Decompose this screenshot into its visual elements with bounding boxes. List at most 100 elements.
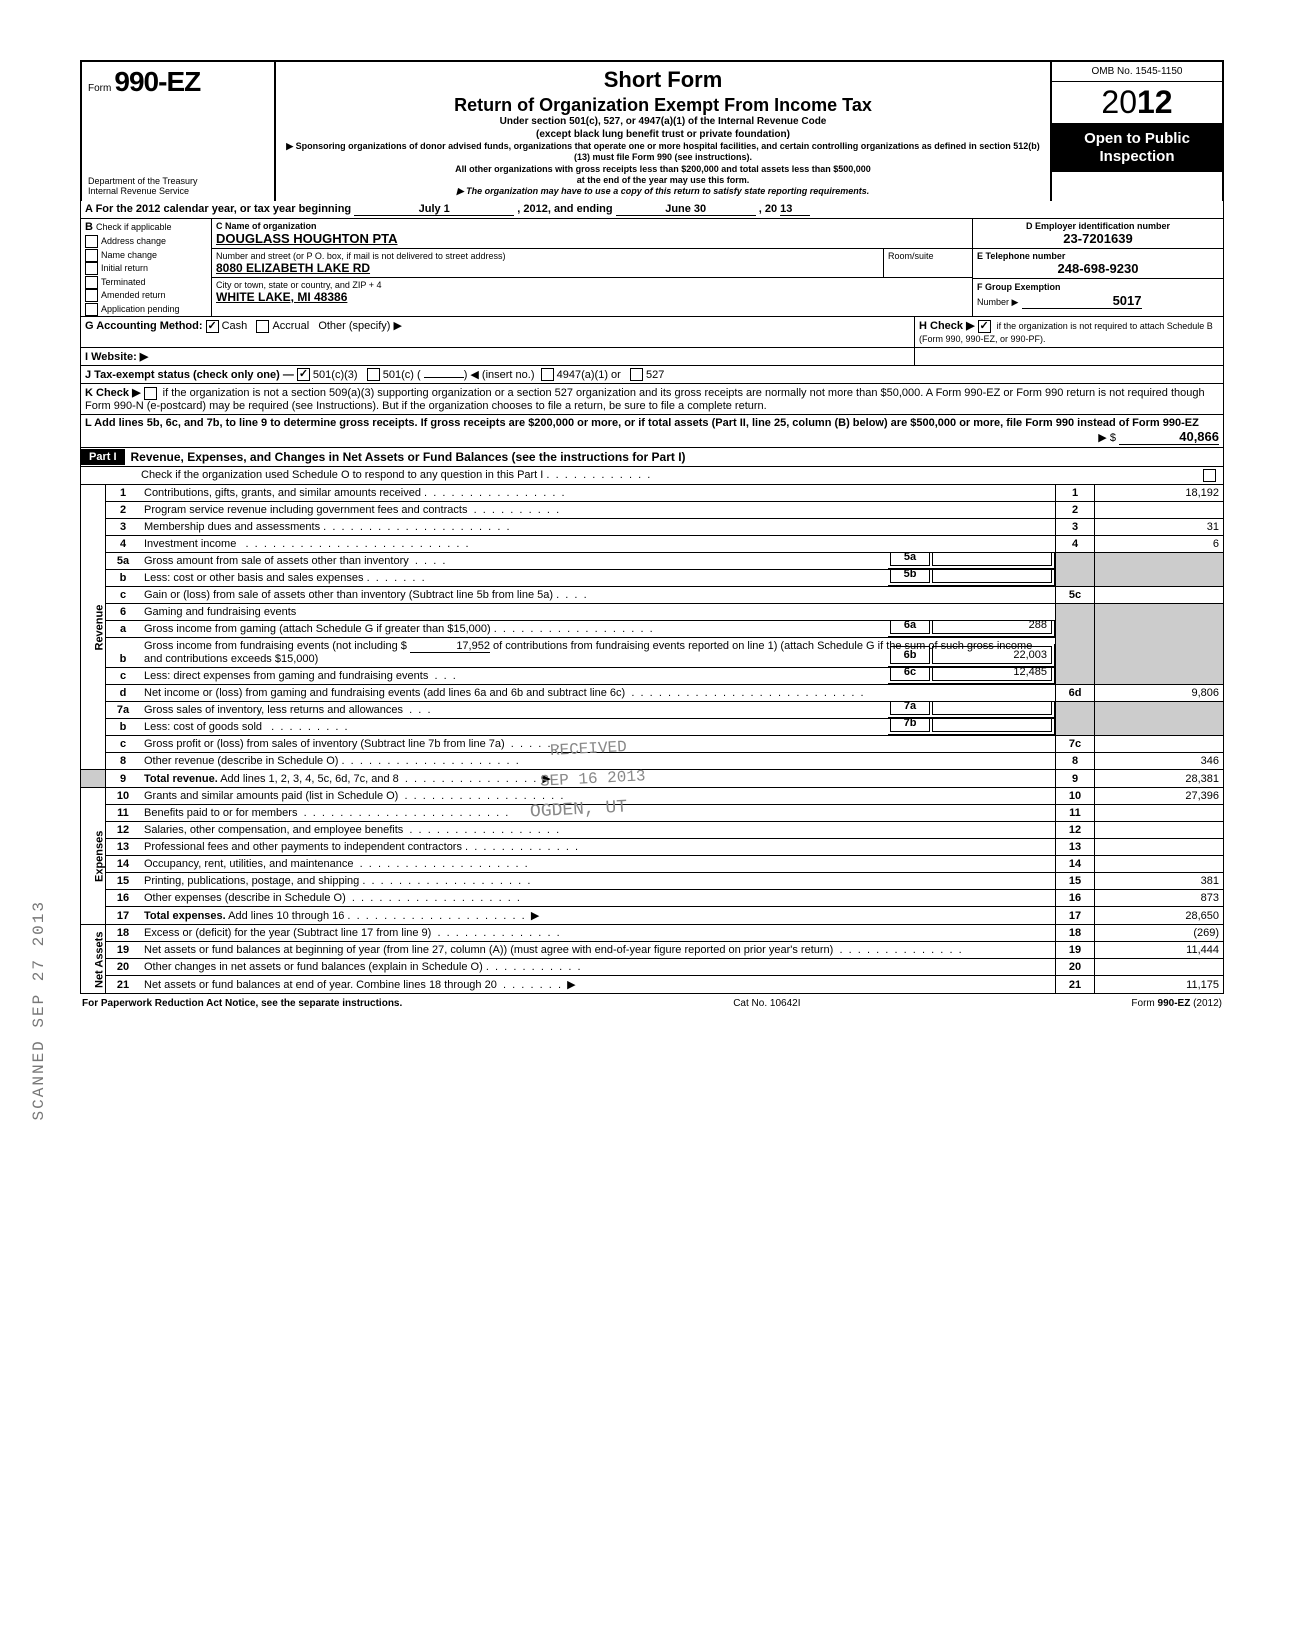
part1-header-row: Part I Revenue, Expenses, and Changes in…: [80, 448, 1224, 467]
line-a-label: A For the 2012 calendar year, or tax yea…: [85, 203, 351, 215]
527-label: 527: [646, 369, 664, 381]
val-15: 381: [1095, 873, 1224, 890]
line-i: I Website: ▶: [81, 348, 915, 365]
val-19: 11,444: [1095, 942, 1224, 959]
val-7c: [1095, 736, 1224, 753]
part1-checkbox[interactable]: [1203, 469, 1216, 482]
val-21: 11,175: [1095, 976, 1224, 994]
other-label: Other (specify) ▶: [318, 320, 402, 332]
form-header: Form 990-EZ Department of the Treasury I…: [80, 60, 1224, 201]
insert-label: ) ◀ (insert no.): [464, 369, 535, 381]
val-5c: [1095, 587, 1224, 604]
line-l: L Add lines 5b, 6c, and 7b, to line 9 to…: [80, 415, 1224, 448]
phone: 248-698-9230: [977, 261, 1219, 276]
val-8: 346: [1095, 753, 1224, 770]
box-c-addr-row: Number and street (or P O. box, if mail …: [212, 249, 972, 278]
opt-terminated[interactable]: Terminated: [85, 276, 207, 290]
opt-amended[interactable]: Amended return: [85, 289, 207, 303]
box-def: D Employer identification number 23-7201…: [973, 219, 1223, 316]
val-6c: 12,485: [932, 668, 1052, 682]
label-i: I Website: ▶: [85, 351, 148, 363]
sub3: ▶ Sponsoring organizations of donor advi…: [284, 141, 1042, 164]
check-527[interactable]: [630, 368, 643, 381]
org-addr: 8080 ELIZABETH LAKE RD: [216, 261, 879, 275]
val-1: 18,192: [1095, 485, 1224, 502]
opt-name-change[interactable]: Name change: [85, 249, 207, 263]
box-b-letter: B: [85, 221, 93, 233]
line-h-cont: [915, 348, 1223, 365]
label-city: City or town, state or country, and ZIP …: [216, 280, 968, 290]
box-b-check-label: Check if applicable: [96, 222, 172, 232]
check-accrual[interactable]: [256, 320, 269, 333]
label-f2: Number ▶: [977, 297, 1018, 307]
val-16: 873: [1095, 890, 1224, 907]
sub2: (except black lung benefit trust or priv…: [284, 129, 1042, 142]
val-9: 28,381: [1095, 770, 1224, 788]
label-k: K Check ▶: [85, 387, 141, 399]
line-a-row: A For the 2012 calendar year, or tax yea…: [80, 201, 1224, 219]
sub6: ▶ The organization may have to use a cop…: [284, 186, 1042, 197]
room-suite: Room/suite: [883, 249, 972, 277]
l-arrow: ▶ $: [1098, 432, 1116, 444]
i-row: I Website: ▶: [80, 348, 1224, 366]
box-f: F Group Exemption Number ▶ 5017: [973, 279, 1223, 311]
line-a-end: June 30: [616, 203, 756, 216]
check-501c3[interactable]: ✓: [297, 368, 310, 381]
check-k[interactable]: [144, 387, 157, 400]
part1-check-text: Check if the organization used Schedule …: [141, 469, 543, 481]
section-revenue: Revenue: [81, 485, 106, 770]
opt-initial-return[interactable]: Initial return: [85, 262, 207, 276]
box-c-name: C Name of organization DOUGLASS HOUGHTON…: [212, 219, 972, 249]
cash-label: Cash: [222, 320, 248, 332]
val-20: [1095, 959, 1224, 976]
header-left: Form 990-EZ Department of the Treasury I…: [82, 62, 276, 201]
check-cash[interactable]: ✓: [206, 320, 219, 333]
title-short-form: Short Form: [284, 66, 1042, 94]
section-netassets: Net Assets: [81, 925, 106, 994]
val-18: (269): [1095, 925, 1224, 942]
dept-line2: Internal Revenue Service: [88, 187, 268, 197]
val-6b: 22,003: [932, 646, 1052, 664]
label-addr: Number and street (or P O. box, if mail …: [216, 251, 879, 261]
line-a-mid: , 2012, and ending: [517, 203, 612, 215]
501c-label: 501(c) (: [383, 369, 421, 381]
label-e: E Telephone number: [977, 251, 1219, 261]
box-b-options: Address change Name change Initial retur…: [81, 235, 211, 316]
footer-right: Form 990-EZ (2012): [1131, 998, 1222, 1009]
check-h[interactable]: ✓: [978, 320, 991, 333]
opt-pending[interactable]: Application pending: [85, 303, 207, 317]
line-j: J Tax-exempt status (check only one) — ✓…: [80, 366, 1224, 385]
opt-address-change[interactable]: Address change: [85, 235, 207, 249]
box-c-addr: Number and street (or P O. box, if mail …: [212, 249, 883, 277]
footer-mid: Cat No. 10642I: [733, 998, 800, 1009]
part1-check-row: Check if the organization used Schedule …: [80, 467, 1224, 485]
box-d: D Employer identification number 23-7201…: [973, 219, 1223, 249]
val-12: [1095, 822, 1224, 839]
title-return: Return of Organization Exempt From Incom…: [284, 94, 1042, 117]
val-14: [1095, 856, 1224, 873]
line-a-end2: , 20: [759, 203, 777, 215]
val-17: 28,650: [1095, 907, 1224, 925]
header-mid: Short Form Return of Organization Exempt…: [276, 62, 1050, 201]
line-k: K Check ▶ if the organization is not a s…: [80, 384, 1224, 415]
label-d: D Employer identification number: [977, 221, 1219, 231]
val-11: [1095, 805, 1224, 822]
box-b-header: B Check if applicable: [81, 219, 211, 235]
sub5: at the end of the year may use this form…: [284, 175, 1042, 186]
omb-number: OMB No. 1545-1150: [1052, 62, 1222, 82]
part1-label: Part I: [81, 449, 125, 465]
box-b: B Check if applicable Address change Nam…: [81, 219, 212, 316]
check-501c[interactable]: [367, 368, 380, 381]
org-city: WHITE LAKE, MI 48386: [216, 290, 968, 304]
box-c: C Name of organization DOUGLASS HOUGHTON…: [212, 219, 973, 316]
dept-block: Department of the Treasury Internal Reve…: [88, 177, 268, 197]
line-h: H Check ▶ ✓ if the organization is not r…: [915, 317, 1223, 347]
val-3: 31: [1095, 519, 1224, 536]
check-4947[interactable]: [541, 368, 554, 381]
val-2: [1095, 502, 1224, 519]
org-name: DOUGLASS HOUGHTON PTA: [216, 231, 968, 246]
tax-year: 2012: [1052, 82, 1222, 124]
501c3-label: 501(c)(3): [313, 369, 358, 381]
box-c-city: City or town, state or country, and ZIP …: [212, 278, 972, 306]
label-f: F Group Exemption: [977, 282, 1061, 292]
